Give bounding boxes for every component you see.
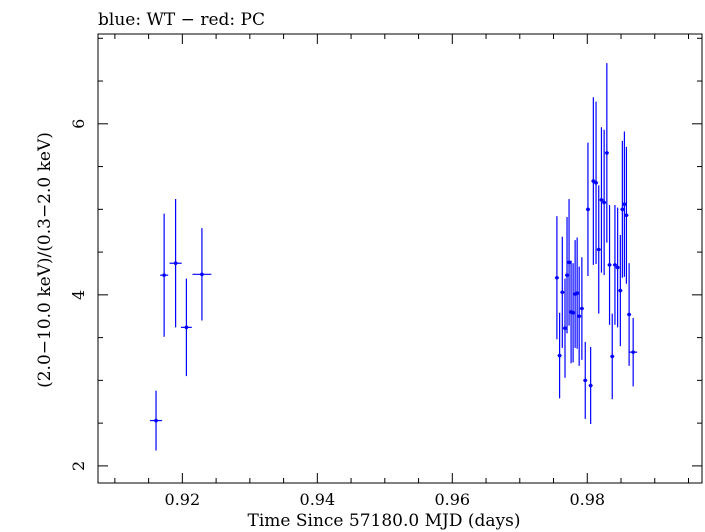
point-marker [580, 306, 584, 311]
point-marker [557, 353, 562, 358]
point-marker [622, 202, 627, 206]
point-marker [577, 314, 581, 319]
data-point [575, 237, 580, 349]
data-point [620, 140, 625, 278]
data-point [562, 278, 568, 378]
point-marker [567, 260, 571, 265]
point-marker [588, 383, 593, 388]
data-point [588, 347, 593, 424]
data-point [610, 313, 615, 400]
plot-frame [97, 33, 703, 484]
data-point [160, 213, 169, 337]
x-axis-label: Time Since 57180.0 MJD (days) [248, 511, 521, 531]
data-point [618, 234, 623, 347]
point-marker [613, 263, 617, 267]
point-marker [596, 247, 601, 252]
data-point [192, 228, 212, 321]
data-point [583, 341, 588, 419]
data-point [585, 142, 590, 277]
point-marker [162, 273, 166, 277]
point-marker [618, 288, 623, 293]
data-point [602, 129, 607, 276]
data-point [599, 127, 604, 273]
point-marker [560, 290, 565, 295]
data-point [557, 312, 562, 399]
data-point [615, 207, 620, 328]
data-point [149, 390, 163, 451]
data-point [612, 205, 617, 325]
point-marker [607, 263, 612, 267]
point-marker [631, 350, 635, 354]
point-marker [184, 325, 189, 330]
point-marker [602, 200, 606, 205]
point-marker [173, 261, 178, 266]
data-point [577, 266, 582, 366]
data-points [149, 63, 638, 451]
axis-ticks [98, 34, 702, 483]
point-marker [620, 207, 625, 212]
data-point [629, 317, 638, 387]
point-marker [591, 179, 596, 183]
data-point [607, 205, 612, 325]
y-tick-label: 2 [69, 461, 88, 471]
point-marker [605, 151, 609, 155]
data-point [604, 63, 609, 243]
data-point [571, 263, 576, 363]
data-point [169, 199, 182, 328]
point-marker [555, 275, 559, 280]
point-marker [563, 326, 567, 331]
point-marker [624, 213, 629, 218]
x-tick-label: 0.92 [165, 490, 201, 509]
data-point [627, 263, 632, 366]
point-marker [599, 198, 604, 202]
data-point [554, 216, 559, 340]
data-point [596, 185, 601, 314]
point-marker [615, 265, 620, 270]
y-axis-label: (2.0−10.0 keV)/(0.3−2.0 keV) [35, 132, 55, 388]
y-tick-label: 4 [69, 290, 88, 300]
point-marker [586, 207, 590, 212]
point-marker [594, 181, 598, 185]
data-point [624, 146, 629, 284]
data-point [565, 217, 570, 334]
y-tick-label: 6 [69, 119, 88, 129]
chart-title: blue: WT − red: PC [98, 10, 265, 30]
x-tick-label: 0.96 [434, 490, 470, 509]
x-tick-label: 0.98 [569, 490, 605, 509]
axis-tick-labels: 0.92 0.94 0.96 0.98 2 4 6 [69, 119, 605, 509]
point-marker [565, 273, 569, 277]
data-point [181, 278, 192, 377]
data-point [594, 101, 599, 265]
point-marker [200, 272, 204, 277]
data-point [560, 236, 565, 348]
data-point [579, 257, 584, 360]
point-marker [575, 291, 579, 295]
data-point [591, 97, 596, 265]
point-marker [154, 418, 158, 423]
x-tick-label: 0.94 [300, 490, 336, 509]
point-marker [627, 312, 631, 317]
data-point [567, 199, 572, 326]
point-marker [610, 354, 615, 359]
plot-area [97, 33, 703, 484]
data-point [622, 131, 627, 277]
point-marker [571, 311, 575, 315]
point-marker [583, 378, 588, 383]
